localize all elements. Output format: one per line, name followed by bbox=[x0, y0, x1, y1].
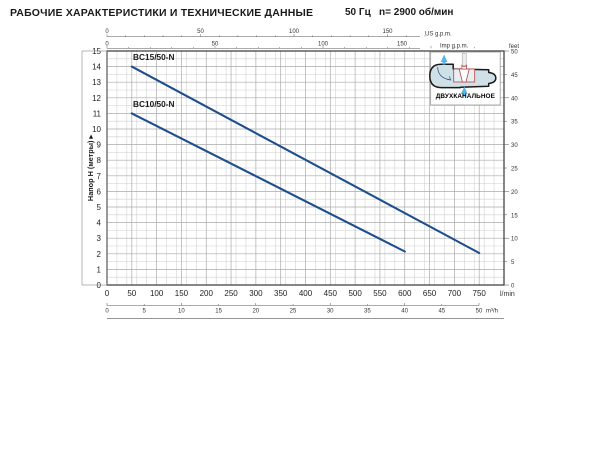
svg-text:0: 0 bbox=[105, 41, 109, 47]
svg-text:150: 150 bbox=[382, 29, 393, 35]
svg-text:300: 300 bbox=[249, 289, 263, 298]
svg-text:35: 35 bbox=[364, 309, 371, 315]
svg-text:50: 50 bbox=[127, 289, 136, 298]
svg-text:100: 100 bbox=[150, 289, 164, 298]
svg-text:20: 20 bbox=[511, 190, 518, 196]
svg-text:350: 350 bbox=[274, 289, 288, 298]
svg-text:25: 25 bbox=[511, 167, 518, 173]
svg-text:Напор Н (метры) ▸: Напор Н (метры) ▸ bbox=[86, 135, 95, 201]
svg-text:11: 11 bbox=[93, 109, 102, 118]
svg-text:5: 5 bbox=[143, 309, 147, 315]
svg-text:0: 0 bbox=[511, 284, 515, 290]
svg-text:700: 700 bbox=[448, 289, 462, 298]
svg-text:4: 4 bbox=[97, 219, 102, 228]
svg-text:250: 250 bbox=[224, 289, 238, 298]
svg-text:600: 600 bbox=[398, 289, 412, 298]
svg-text:400: 400 bbox=[299, 289, 313, 298]
svg-text:0: 0 bbox=[105, 309, 109, 315]
svg-text:US g.p.m.: US g.p.m. bbox=[425, 32, 452, 38]
svg-text:30: 30 bbox=[327, 309, 334, 315]
svg-text:100: 100 bbox=[318, 41, 329, 47]
svg-text:15: 15 bbox=[215, 309, 222, 315]
svg-text:14: 14 bbox=[92, 63, 101, 72]
svg-text:BC15/50-N: BC15/50-N bbox=[133, 52, 175, 62]
svg-text:40: 40 bbox=[511, 96, 518, 102]
svg-text:45: 45 bbox=[438, 309, 445, 315]
svg-text:100: 100 bbox=[289, 29, 300, 35]
svg-text:6: 6 bbox=[97, 187, 102, 196]
svg-text:feet: feet bbox=[509, 44, 519, 50]
svg-text:7: 7 bbox=[97, 172, 102, 181]
svg-text:10: 10 bbox=[511, 237, 518, 243]
svg-text:BC10/50-N: BC10/50-N bbox=[133, 99, 175, 109]
svg-text:20: 20 bbox=[252, 309, 259, 315]
svg-text:750: 750 bbox=[473, 289, 487, 298]
svg-text:50: 50 bbox=[511, 50, 518, 56]
svg-text:Производительность Q ▸: Производительность Q ▸ bbox=[261, 319, 351, 320]
svg-text:15: 15 bbox=[511, 213, 518, 219]
svg-text:150: 150 bbox=[397, 41, 408, 47]
svg-text:650: 650 bbox=[423, 289, 437, 298]
svg-text:40: 40 bbox=[401, 309, 408, 315]
svg-text:5: 5 bbox=[97, 203, 102, 212]
svg-text:15: 15 bbox=[92, 47, 101, 56]
svg-text:10: 10 bbox=[178, 309, 185, 315]
svg-text:50: 50 bbox=[212, 41, 219, 47]
svg-text:3: 3 bbox=[97, 234, 102, 243]
svg-text:35: 35 bbox=[511, 120, 518, 126]
svg-text:0: 0 bbox=[97, 281, 102, 290]
svg-text:ДВУХКАНАЛЬНОЕ: ДВУХКАНАЛЬНОЕ bbox=[436, 93, 496, 100]
svg-text:45: 45 bbox=[511, 73, 518, 79]
svg-text:50: 50 bbox=[197, 29, 204, 35]
svg-text:550: 550 bbox=[373, 289, 387, 298]
svg-text:9: 9 bbox=[97, 141, 102, 150]
svg-text:l/min: l/min bbox=[500, 291, 515, 298]
svg-text:150: 150 bbox=[175, 289, 189, 298]
svg-text:m³/h: m³/h bbox=[486, 309, 498, 315]
svg-text:8: 8 bbox=[97, 156, 102, 165]
svg-text:500: 500 bbox=[348, 289, 362, 298]
svg-text:0: 0 bbox=[105, 289, 110, 298]
svg-text:13: 13 bbox=[92, 78, 101, 87]
svg-text:200: 200 bbox=[200, 289, 214, 298]
svg-text:0: 0 bbox=[105, 29, 109, 35]
svg-text:12: 12 bbox=[92, 94, 101, 103]
svg-text:5: 5 bbox=[511, 260, 515, 266]
svg-text:450: 450 bbox=[324, 289, 338, 298]
svg-text:30: 30 bbox=[511, 143, 518, 149]
svg-text:10: 10 bbox=[92, 125, 101, 134]
svg-text:Imp g.p.m.: Imp g.p.m. bbox=[440, 44, 469, 50]
svg-text:25: 25 bbox=[290, 309, 297, 315]
svg-text:1: 1 bbox=[97, 265, 102, 274]
svg-text:2: 2 bbox=[97, 250, 102, 259]
svg-text:50: 50 bbox=[476, 309, 483, 315]
